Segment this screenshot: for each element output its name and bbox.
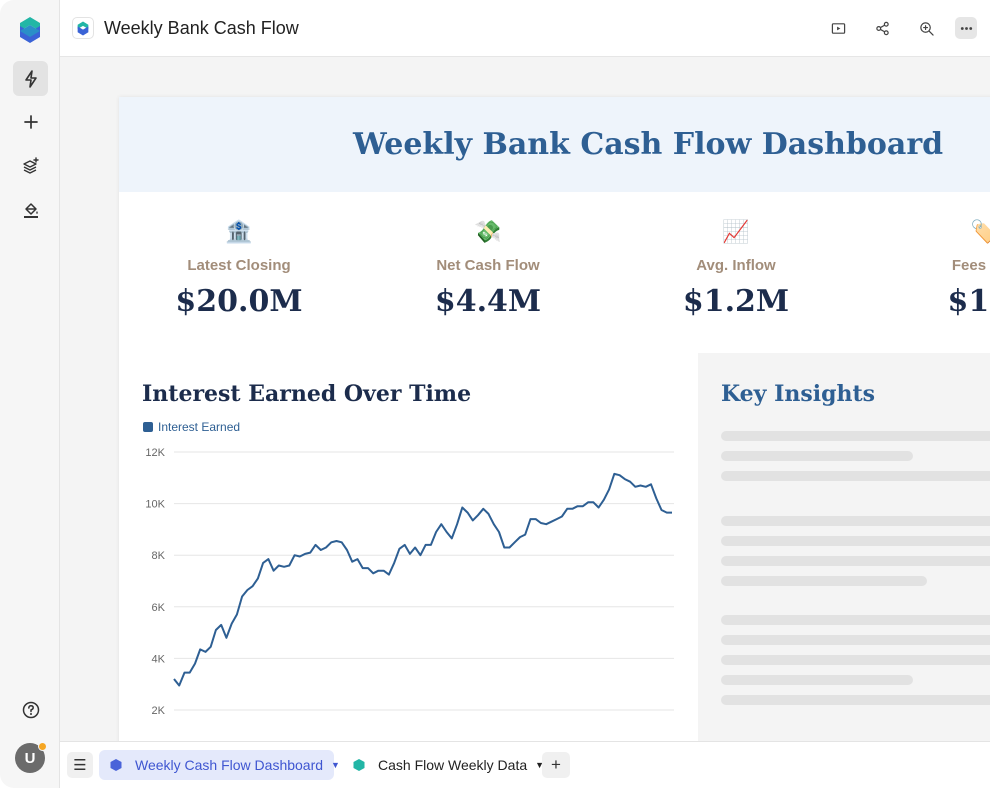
document-icon bbox=[72, 17, 94, 39]
bottom-tab-bar: ☰ Weekly Cash Flow Dashboard ▼ Cash Flow… bbox=[60, 741, 990, 788]
lightning-icon[interactable] bbox=[13, 61, 48, 96]
y-tick-label: 6K bbox=[152, 602, 166, 614]
insight-placeholder-line bbox=[721, 655, 990, 665]
insight-placeholder-line bbox=[721, 451, 913, 461]
insight-placeholder-line bbox=[721, 615, 990, 625]
tab-label: Cash Flow Weekly Data bbox=[378, 757, 528, 773]
y-tick-label: 12K bbox=[145, 447, 165, 459]
menu-icon[interactable]: ☰ bbox=[67, 752, 93, 778]
kpi-card-net-cash-flow: 💸 Net Cash Flow $4.4M bbox=[368, 217, 608, 319]
tab-label: Weekly Cash Flow Dashboard bbox=[135, 757, 324, 773]
key-insights-panel: Key Insights bbox=[698, 353, 990, 741]
document-title[interactable]: Weekly Bank Cash Flow bbox=[104, 18, 299, 38]
y-tick-label: 2K bbox=[152, 705, 166, 717]
kpi-value: $1.2M bbox=[682, 284, 790, 319]
insight-placeholder-line bbox=[721, 695, 990, 705]
insight-placeholder-line bbox=[721, 556, 990, 566]
help-icon[interactable] bbox=[13, 692, 48, 727]
kpi-label: Net Cash Flow bbox=[436, 257, 540, 274]
bank-icon: 🏦 bbox=[225, 219, 253, 244]
notification-dot bbox=[38, 742, 47, 751]
kpi-value: $1.8 bbox=[947, 284, 990, 319]
chart-title: Interest Earned Over Time bbox=[142, 381, 472, 407]
present-icon[interactable] bbox=[827, 17, 849, 39]
kpi-value: $4.4M bbox=[434, 284, 542, 319]
avatar-initial: U bbox=[24, 749, 36, 767]
interest-line-chart[interactable]: 12K 10K 8K 6K 4K 2K bbox=[119, 437, 689, 741]
layers-add-icon[interactable] bbox=[13, 148, 48, 183]
tab-weekly-cash-flow-dashboard[interactable]: Weekly Cash Flow Dashboard ▼ bbox=[99, 750, 340, 780]
plus-icon[interactable] bbox=[13, 104, 48, 139]
left-rail: U bbox=[0, 0, 60, 788]
y-tick-label: 4K bbox=[152, 653, 166, 665]
y-tick-label: 8K bbox=[152, 550, 166, 562]
kpi-label: Avg. Inflow bbox=[696, 257, 776, 274]
insight-placeholder-line bbox=[721, 675, 913, 685]
chart-up-icon: 📈 bbox=[722, 219, 750, 244]
insight-placeholder-line bbox=[721, 431, 990, 441]
money-wings-icon: 💸 bbox=[474, 219, 502, 244]
insight-placeholder-line bbox=[721, 635, 990, 645]
insight-placeholder-line bbox=[721, 536, 990, 546]
legend-swatch bbox=[143, 422, 153, 432]
chevron-down-icon[interactable]: ▼ bbox=[535, 760, 545, 770]
app-logo-icon[interactable] bbox=[19, 16, 41, 44]
dashboard-header-band: Weekly Bank Cash Flow Dashboard bbox=[119, 97, 990, 192]
insight-placeholder-line bbox=[721, 576, 927, 586]
tab-cash-flow-weekly-data[interactable]: Cash Flow Weekly Data ▼ bbox=[342, 750, 544, 780]
paint-bucket-icon[interactable] bbox=[13, 192, 48, 227]
data-tab-icon bbox=[352, 758, 366, 773]
kpi-card-fees: 🏷️ Fees & C $1.8 bbox=[864, 217, 990, 319]
avatar[interactable]: U bbox=[15, 742, 47, 773]
insight-placeholder-line bbox=[721, 516, 990, 526]
tag-icon: 🏷️ bbox=[970, 219, 990, 244]
kpi-label: Fees & C bbox=[951, 257, 990, 274]
insight-placeholder-line bbox=[721, 471, 990, 481]
insights-title: Key Insights bbox=[721, 381, 876, 407]
more-icon[interactable] bbox=[955, 17, 977, 39]
legend-label: Interest Earned bbox=[158, 420, 241, 434]
series-line-interest-earned[interactable] bbox=[173, 472, 672, 687]
top-header: Weekly Bank Cash Flow bbox=[60, 0, 990, 57]
dashboard-tab-icon bbox=[109, 758, 123, 773]
y-tick-label: 10K bbox=[145, 499, 165, 511]
add-tab-button[interactable]: + bbox=[542, 752, 570, 778]
share-icon[interactable] bbox=[871, 17, 893, 39]
kpi-label: Latest Closing bbox=[187, 257, 291, 274]
kpi-card-avg-inflow: 📈 Avg. Inflow $1.2M bbox=[616, 217, 856, 319]
dashboard-board: Weekly Bank Cash Flow Dashboard 🏦 Latest… bbox=[119, 97, 990, 741]
chevron-down-icon[interactable]: ▼ bbox=[331, 760, 340, 770]
canvas-area[interactable]: Weekly Bank Cash Flow Dashboard 🏦 Latest… bbox=[60, 57, 990, 741]
dashboard-title: Weekly Bank Cash Flow Dashboard bbox=[353, 127, 944, 162]
zoom-icon[interactable] bbox=[915, 17, 937, 39]
kpi-card-latest-closing: 🏦 Latest Closing $20.0M bbox=[119, 217, 359, 319]
kpi-value: $20.0M bbox=[175, 284, 303, 319]
chart-legend[interactable]: Interest Earned bbox=[143, 420, 240, 434]
